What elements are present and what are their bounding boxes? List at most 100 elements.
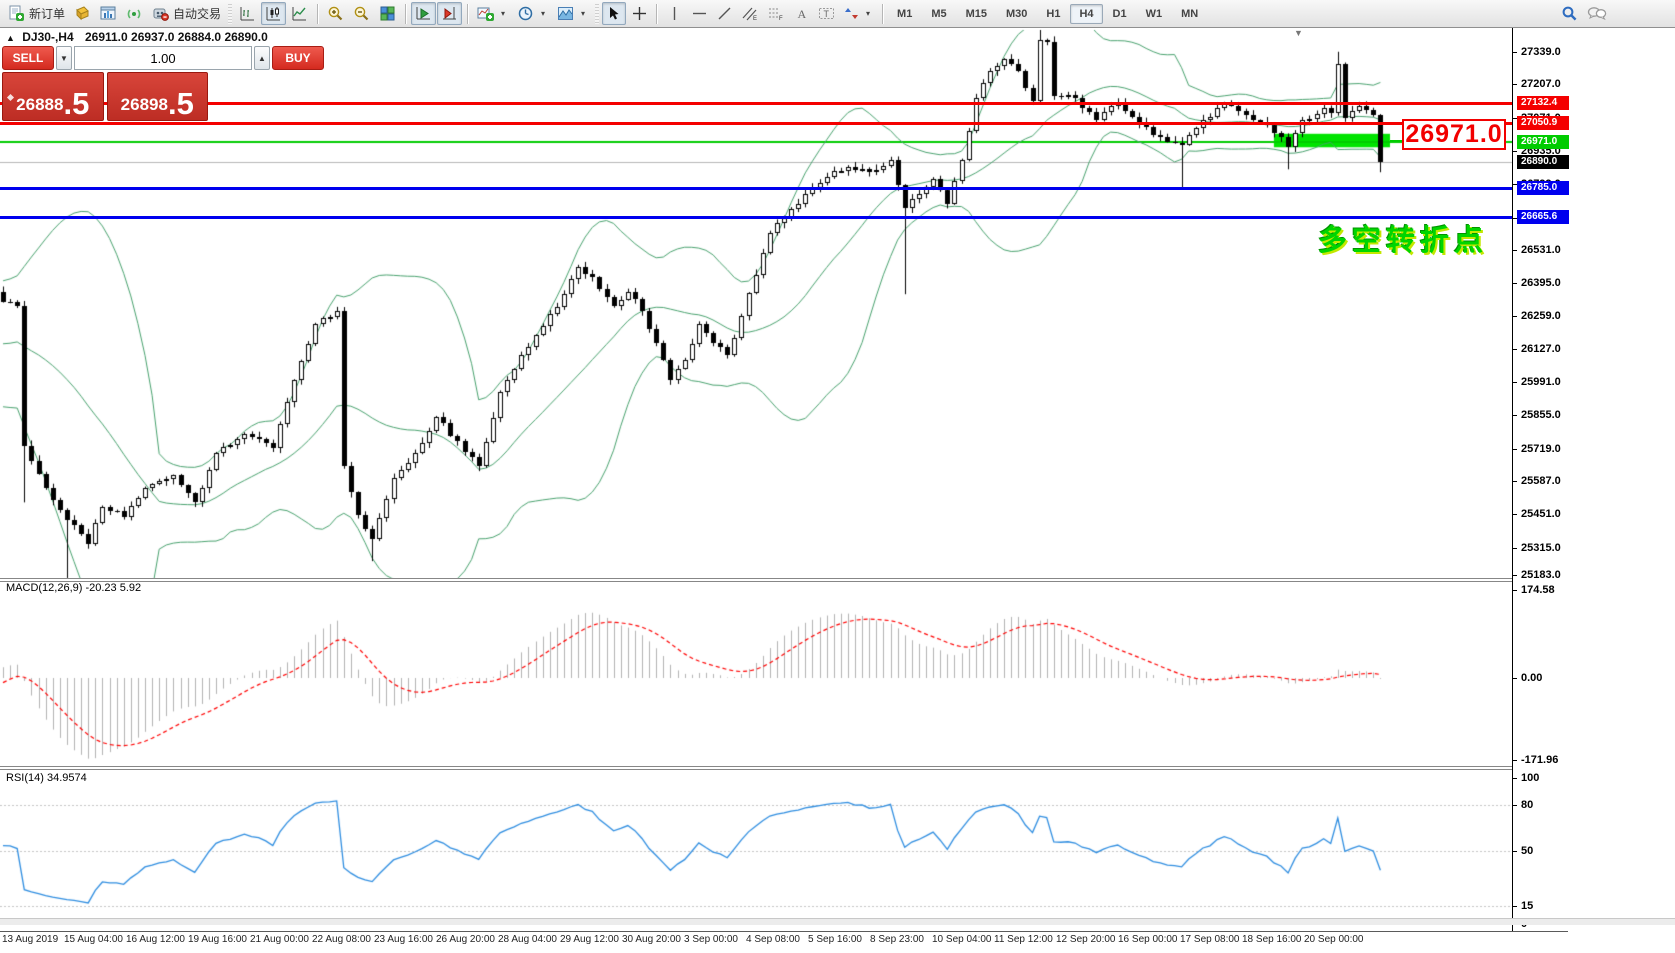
templates-dropdown-caret[interactable]: ▾	[581, 9, 586, 18]
macd-axis-label: 174.58	[1521, 584, 1555, 596]
timeframe-button-M1[interactable]: M1	[897, 7, 913, 20]
crosshair-button[interactable]	[627, 2, 651, 25]
sell-button[interactable]: SELL	[2, 46, 54, 70]
chart-canvas[interactable]	[0, 28, 1520, 946]
price-line-flag: 27132.4	[1517, 96, 1569, 110]
timeframe-button-M30[interactable]: M30	[1006, 7, 1028, 20]
zoom-in-button[interactable]	[323, 2, 348, 25]
arrows-button[interactable]: ▾	[840, 2, 877, 25]
market-watch-button[interactable]	[70, 2, 95, 25]
horizontal-line-object[interactable]	[0, 187, 1512, 190]
chat-button[interactable]	[1583, 2, 1611, 25]
zoom-out-button[interactable]	[349, 2, 374, 25]
buy-button[interactable]: BUY	[272, 46, 324, 70]
price-tick-mark	[1513, 84, 1517, 85]
price-tick-label: 25991.0	[1521, 376, 1561, 388]
tile-windows-button[interactable]	[375, 2, 400, 25]
price-tick-mark	[1513, 250, 1517, 251]
rsi-panel-separator[interactable]	[0, 766, 1568, 770]
cursor-button[interactable]	[602, 2, 627, 25]
horizontal-line-button[interactable]	[687, 2, 711, 25]
text-label-button[interactable]: T	[814, 2, 839, 25]
text-button[interactable]: A	[789, 2, 813, 25]
periods-button[interactable]: ▾	[513, 2, 552, 25]
date-label: 12 Sep 20:00	[1056, 934, 1116, 945]
timeframe-button-D1[interactable]: D1	[1112, 7, 1127, 20]
timeframe-button-H4[interactable]: H4	[1070, 3, 1103, 24]
horizontal-line-object[interactable]	[0, 102, 1512, 105]
timeframe-button-H1[interactable]: H1	[1046, 7, 1061, 20]
buy-price-pips: .5	[167, 85, 194, 121]
price-direction-marker	[6, 93, 15, 102]
bar-chart-button[interactable]	[235, 2, 260, 25]
buy-price-button[interactable]: 26898 .5	[106, 72, 208, 121]
clock-icon	[518, 6, 533, 21]
templates-button[interactable]: ▾	[553, 2, 592, 25]
one-click-trading-panel: SELL ▼ ▲ BUY 26888 .5 26898 .5	[2, 46, 324, 121]
macd-panel-separator[interactable]	[0, 578, 1568, 582]
sell-price-button[interactable]: 26888 .5	[2, 72, 104, 121]
toolbar-separator	[882, 3, 884, 24]
line-chart-button[interactable]	[287, 2, 312, 25]
new-chart-button[interactable]	[96, 2, 121, 25]
price-tick-mark	[1513, 118, 1517, 119]
date-label: 5 Sep 16:00	[808, 934, 862, 945]
candlestick-chart-button[interactable]	[261, 2, 287, 25]
turning-point-annotation[interactable]: 多空转折点	[1318, 225, 1489, 257]
chart-shift-icon	[443, 7, 457, 20]
price-tick-mark	[1513, 415, 1517, 416]
time-axis[interactable]: 13 Aug 2019 15 Aug 04:00 16 Aug 12:00 19 Au…	[0, 932, 1568, 948]
sell-price-pips: .5	[63, 85, 90, 121]
horizontal-line-object[interactable]	[0, 122, 1512, 125]
horizontal-line-object[interactable]	[0, 216, 1512, 219]
date-label: 23 Aug 16:00	[374, 934, 433, 945]
volume-increase-button[interactable]: ▲	[254, 46, 270, 70]
buy-price-main: 26898	[120, 95, 168, 114]
price-callout-box[interactable]: 26971.0	[1402, 119, 1506, 150]
text-label-icon: T	[819, 8, 835, 19]
price-tick-label: 25855.0	[1521, 409, 1561, 421]
macd-tick-mark	[1513, 678, 1517, 679]
collapse-arrow-icon[interactable]: ▲	[6, 33, 15, 43]
volume-input[interactable]	[74, 46, 252, 70]
price-tick-mark	[1513, 548, 1517, 549]
toolbar-separator	[317, 3, 319, 24]
signals-button[interactable]	[122, 2, 147, 25]
indicators-dropdown-caret[interactable]: ▾	[501, 9, 506, 18]
equidistant-channel-button[interactable]: E	[737, 2, 762, 25]
timeframe-button-M15[interactable]: M15	[965, 7, 987, 20]
signals-icon	[127, 9, 141, 19]
price-tick-label: 25587.0	[1521, 475, 1561, 487]
timeframe-button-M5[interactable]: M5	[931, 7, 947, 20]
price-tick-label: 25451.0	[1521, 508, 1561, 520]
auto-scroll-button[interactable]	[411, 2, 437, 25]
timeframe-button-W1[interactable]: W1	[1145, 7, 1163, 20]
volume-decrease-button[interactable]: ▼	[56, 46, 72, 70]
scroll-position-marker[interactable]: ▼	[1294, 28, 1303, 38]
timeframe-button-MN[interactable]: MN	[1181, 7, 1199, 20]
zoom-in-icon	[328, 6, 343, 21]
new-order-button[interactable]: 新订单	[4, 2, 69, 25]
main-toolbar: 新订单 自动交易	[0, 0, 1675, 28]
fibonacci-button[interactable]: F	[763, 2, 788, 25]
indicators-button[interactable]: ▾	[473, 2, 512, 25]
price-axis[interactable]: 27339.027207.027071.026935.026799.026663…	[1512, 28, 1672, 931]
periods-dropdown-caret[interactable]: ▾	[541, 9, 546, 18]
chart-shift-button[interactable]	[437, 2, 463, 25]
date-label: 20 Sep 00:00	[1304, 934, 1364, 945]
svg-text:F: F	[779, 16, 783, 21]
date-label: 4 Sep 08:00	[746, 934, 800, 945]
new-chart-icon	[100, 6, 116, 20]
arrows-dropdown-caret[interactable]: ▾	[866, 9, 871, 18]
rsi-tick-mark	[1513, 906, 1517, 907]
trendline-button[interactable]	[712, 2, 736, 25]
vertical-line-button[interactable]	[662, 2, 686, 25]
rsi-tick-mark	[1513, 778, 1517, 779]
rsi-axis-label: 15	[1521, 900, 1534, 912]
auto-trading-button[interactable]: 自动交易	[148, 2, 225, 25]
search-button[interactable]	[1557, 2, 1582, 25]
date-label: 16 Sep 00:00	[1118, 934, 1178, 945]
date-label: 16 Aug 12:00	[126, 934, 185, 945]
line-chart-icon	[292, 7, 307, 21]
price-line-flag: 26971.0	[1517, 135, 1569, 149]
